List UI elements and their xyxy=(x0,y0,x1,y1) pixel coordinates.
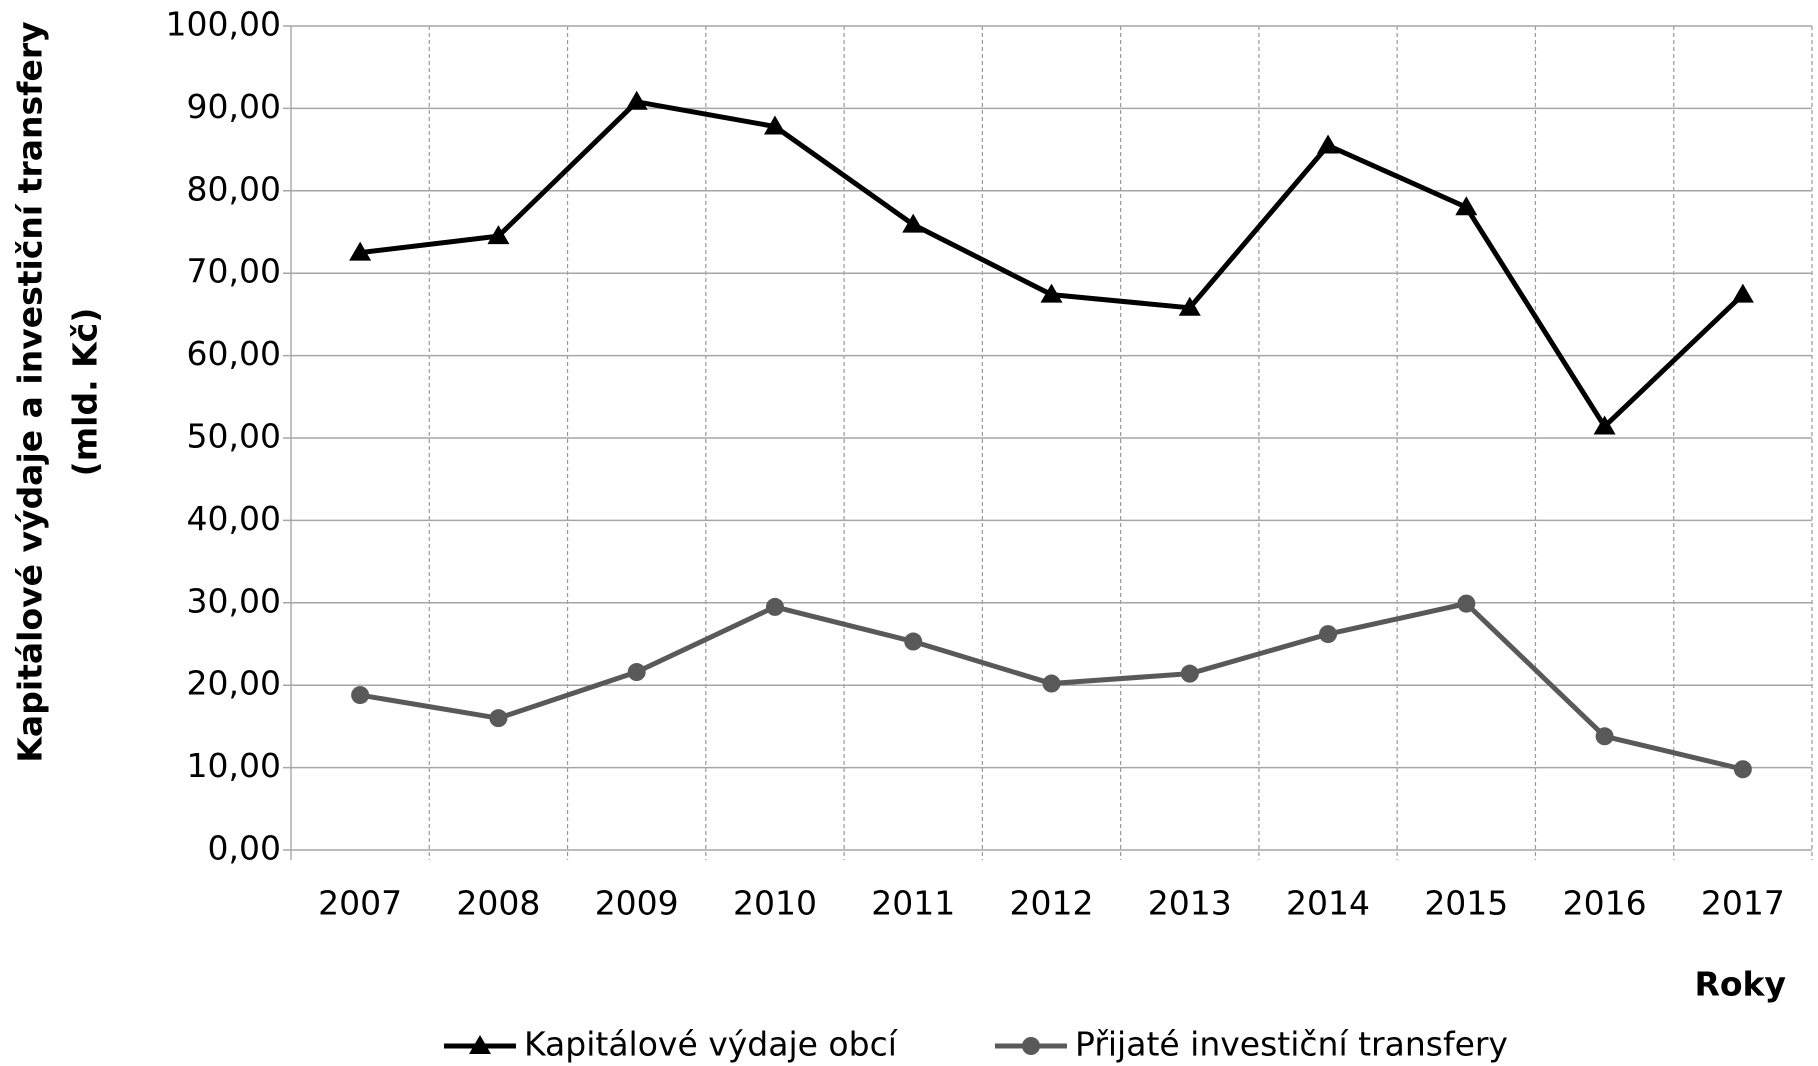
y-tick-label: 0,00 xyxy=(208,829,281,868)
data-point xyxy=(765,597,784,616)
y-tick-label: 60,00 xyxy=(187,334,281,373)
data-point xyxy=(902,213,925,233)
legend-marker xyxy=(469,1035,491,1054)
y-tick-label: 70,00 xyxy=(187,252,281,291)
y-tick-label: 10,00 xyxy=(187,746,281,785)
data-point xyxy=(1455,196,1478,216)
data-point xyxy=(1457,594,1476,613)
x-tick-label: 2009 xyxy=(595,884,679,923)
data-point xyxy=(487,225,510,245)
y-tick-label: 50,00 xyxy=(187,417,281,456)
data-point xyxy=(489,709,508,728)
y-tick-label: 20,00 xyxy=(187,664,281,703)
data-point xyxy=(625,90,648,110)
y-axis-title: Kapitálové výdaje a investiční transfery… xyxy=(11,21,105,762)
legend-label: Přijaté investiční transfery xyxy=(1075,1025,1508,1064)
x-tick-label: 2012 xyxy=(1010,884,1094,923)
data-point xyxy=(1042,674,1061,693)
y-axis-title-line: Kapitálové výdaje a investiční transfery xyxy=(11,21,50,762)
data-point xyxy=(351,686,370,705)
y-tick-label: 90,00 xyxy=(187,87,281,126)
x-tick-label: 2011 xyxy=(871,884,955,923)
x-tick-label: 2016 xyxy=(1563,884,1647,923)
x-tick-label: 2008 xyxy=(456,884,540,923)
data-point xyxy=(1317,134,1340,154)
data-point xyxy=(349,241,372,261)
data-point xyxy=(1178,296,1201,316)
data-point xyxy=(1593,415,1616,435)
data-point xyxy=(1180,664,1199,683)
y-tick-label: 30,00 xyxy=(187,581,281,620)
legend-label: Kapitálové výdaje obcí xyxy=(524,1025,899,1064)
y-axis-title-line: (mld. Kč) xyxy=(66,308,105,477)
x-tick-label: 2007 xyxy=(318,884,402,923)
data-point xyxy=(1040,283,1063,303)
legend-marker xyxy=(1022,1037,1040,1055)
data-point xyxy=(627,663,646,682)
y-tick-label: 80,00 xyxy=(187,169,281,208)
data-point xyxy=(1595,727,1614,746)
data-point xyxy=(1319,625,1338,644)
x-axis-title: Roky xyxy=(1694,965,1786,1004)
x-tick-label: 2010 xyxy=(733,884,817,923)
data-point xyxy=(1731,283,1754,303)
y-tick-label: 40,00 xyxy=(187,499,281,538)
data-point xyxy=(904,632,923,651)
x-tick-label: 2017 xyxy=(1701,884,1785,923)
data-point xyxy=(763,115,786,135)
x-tick-label: 2015 xyxy=(1424,884,1508,923)
x-tick-label: 2014 xyxy=(1286,884,1370,923)
x-tick-label: 2013 xyxy=(1148,884,1232,923)
y-tick-label: 100,00 xyxy=(166,5,281,44)
data-point xyxy=(1733,760,1752,779)
